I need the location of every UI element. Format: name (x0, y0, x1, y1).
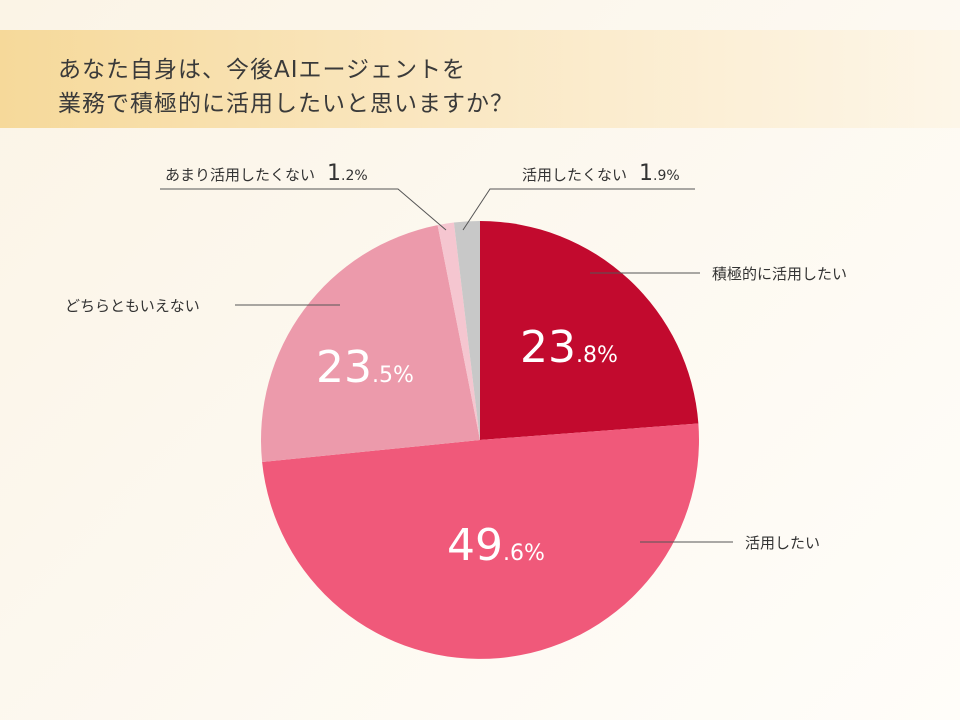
pie-slice-strongly-want (480, 221, 699, 440)
leader-line-do-not-want (462, 188, 695, 231)
chart-title-line-2: 業務で積極的に活用したいと思いますか？ (58, 91, 514, 117)
title-band (0, 30, 960, 128)
label-do-not-want: 活用したくない 1.9% (522, 161, 680, 186)
label-neutral: どちらともいえない (65, 297, 200, 315)
label-rather-not: あまり活用したくない 1.2% (165, 161, 368, 186)
chart-title-line-1: あなた自身は、今後AIエージェントを (58, 57, 467, 83)
pie-slice-rather-not (437, 222, 480, 440)
label-want: 活用したい (745, 534, 820, 552)
pct-label-strongly-want: 23.8% (520, 322, 618, 373)
pie-slice-do-not-want (453, 221, 480, 440)
pct-label-want: 49.6% (447, 520, 545, 571)
pie-slice-want (262, 423, 699, 659)
pie-slice-neutral (261, 225, 480, 462)
leader-line-rather-not (160, 188, 447, 231)
label-strongly-want: 積極的に活用したい (712, 265, 847, 283)
pct-label-neutral: 23.5% (316, 342, 414, 393)
